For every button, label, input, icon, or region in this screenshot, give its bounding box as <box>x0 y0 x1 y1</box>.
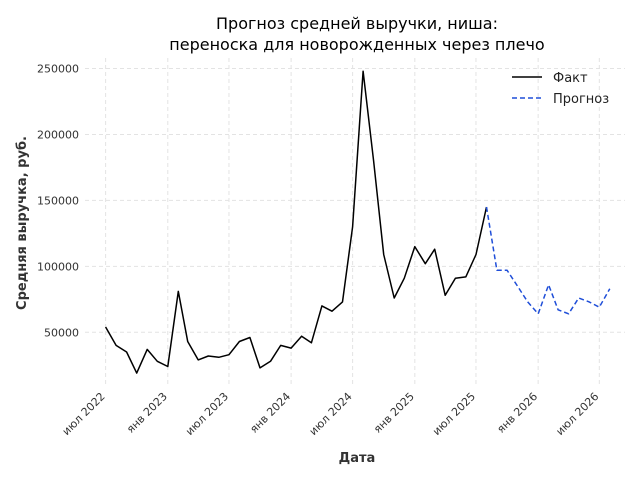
x-tick-label: июл 2023 <box>183 390 231 438</box>
chart-title-line-1: Прогноз средней выручки, ниша: <box>216 14 498 33</box>
y-tick-label: 150000 <box>37 194 79 207</box>
legend-label-fact: Факт <box>553 71 588 86</box>
x-tick-label: июл 2022 <box>60 390 108 438</box>
x-tick-label: июл 2026 <box>553 390 601 438</box>
series-group <box>104 70 611 374</box>
y-tick-label: 100000 <box>37 260 79 273</box>
legend: Факт Прогноз <box>512 71 609 107</box>
x-tick-label: июл 2025 <box>430 390 478 438</box>
grid <box>85 58 625 385</box>
series-line-fact <box>104 70 488 374</box>
y-axis-label: Средняя выручка, руб. <box>15 136 30 310</box>
y-axis-ticks: 50000 100000 150000 200000 250000 <box>37 63 79 340</box>
y-tick-label: 50000 <box>44 326 79 339</box>
x-axis-label: Дата <box>339 451 376 466</box>
legend-label-forecast: Прогноз <box>553 92 609 107</box>
series-line-forecast <box>485 206 611 315</box>
x-tick-label: июл 2024 <box>307 390 355 438</box>
x-tick-label: янв 2024 <box>247 390 293 436</box>
x-axis-ticks: июл 2022 янв 2023 июл 2023 янв 2024 июл 2024… <box>60 390 602 438</box>
x-tick-label: янв 2026 <box>494 390 540 436</box>
x-tick-label: янв 2023 <box>124 390 170 436</box>
x-tick-label: янв 2025 <box>371 390 417 436</box>
y-tick-label: 250000 <box>37 63 79 76</box>
chart-title-line-2: переноска для новорожденных через плечо <box>169 35 544 54</box>
y-tick-label: 200000 <box>37 128 79 141</box>
